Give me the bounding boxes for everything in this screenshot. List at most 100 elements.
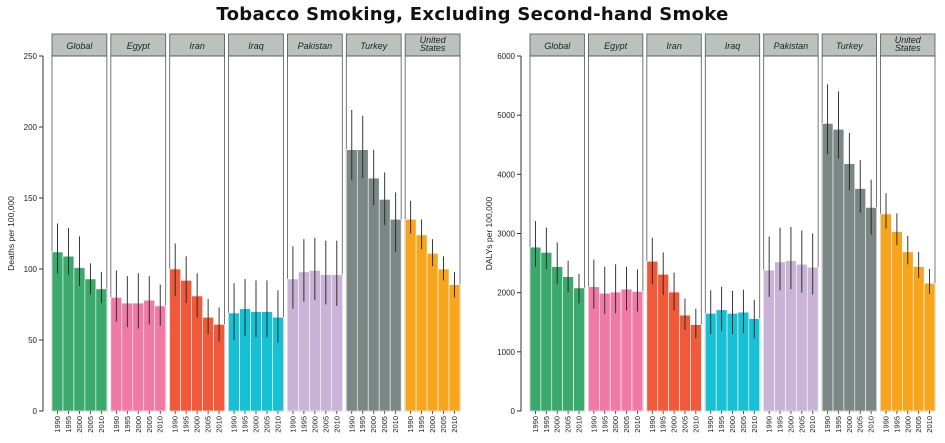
bar — [367, 177, 380, 412]
bar — [843, 163, 856, 412]
panel-egypt: Egypt 1990 1995 2000 2005 2010 — [110, 33, 167, 433]
x-tick-label: 2005 — [856, 416, 865, 433]
bar — [448, 284, 461, 412]
bar — [95, 288, 108, 412]
y-tick-label: 200 — [24, 123, 38, 132]
x-tick-label: 1990 — [230, 416, 239, 433]
x-tick-label: 1990 — [765, 416, 774, 433]
bar — [551, 266, 563, 412]
x-tick-label: 1990 — [882, 416, 891, 433]
panel-header-label: Egypt — [604, 41, 628, 51]
bar — [573, 287, 585, 412]
y-tick-label: 100 — [24, 265, 38, 274]
y-tick-label: 150 — [24, 194, 38, 203]
x-tick-label: 2010 — [574, 416, 583, 433]
x-tick-label: 1990 — [171, 416, 180, 433]
x-tick-label: 2005 — [564, 416, 573, 433]
x-tick-label: 2005 — [797, 416, 806, 433]
x-tick-label: 2010 — [867, 416, 876, 433]
bar — [891, 231, 903, 412]
panel-turkey: Turkey 1990 1995 2000 2005 2010 — [821, 33, 877, 433]
x-tick-label: 2010 — [156, 416, 165, 433]
y-tick-label: 6000 — [497, 52, 515, 61]
x-tick-label: 2005 — [680, 416, 689, 433]
chart-deaths: 0 50 100 150 200 250 Deaths per 100,000 Global 1… — [6, 33, 461, 433]
x-tick-label: 2010 — [633, 416, 642, 433]
x-tick-label: 1990 — [706, 416, 715, 433]
panel-turkey: Turkey 1990 1995 2000 2005 2010 — [345, 33, 402, 433]
x-tick-label: 1990 — [531, 416, 540, 433]
panel-iran: Iran 1990 1995 2000 2005 2010 — [169, 33, 225, 433]
y-tick-label: 5000 — [497, 111, 515, 120]
bar — [415, 234, 428, 412]
x-tick-label: 2005 — [380, 416, 389, 433]
x-tick-label: 2010 — [450, 416, 459, 433]
panel-header-label: Egypt — [127, 41, 151, 51]
x-tick-label: 2005 — [321, 416, 330, 433]
x-tick-label: 1990 — [648, 416, 657, 433]
x-tick-label: 1990 — [288, 416, 297, 433]
bar — [902, 251, 914, 412]
panel-pakistan: Pakistan 1990 1995 2000 2005 2010 — [763, 33, 819, 433]
x-tick-label: 1995 — [834, 416, 843, 433]
panel-header-label: Turkey — [836, 41, 863, 51]
x-tick-label: 2000 — [845, 416, 854, 433]
x-tick-label: 1990 — [347, 416, 356, 433]
x-tick-label: 1995 — [717, 416, 726, 433]
panel-header-label: Iran — [189, 41, 205, 51]
bar — [540, 252, 553, 412]
bar — [356, 149, 369, 412]
x-tick-label: 2005 — [145, 416, 154, 433]
panel-header-label: Pakistan — [298, 41, 333, 51]
x-tick-label: 2000 — [786, 416, 795, 433]
x-tick-label: 2000 — [134, 416, 143, 433]
panel-header-label: States — [895, 43, 921, 53]
y-tick-label: 0 — [511, 407, 516, 416]
panel-header-label: Iran — [666, 41, 682, 51]
y-tick-label: 50 — [28, 336, 37, 345]
chart-dalys: 0 1000 2000 3000 4000 5000 6000 DALYs per 100,0… — [484, 33, 936, 433]
bar — [912, 266, 925, 412]
x-tick-label: 2000 — [310, 416, 319, 433]
y-tick-label: 4000 — [497, 170, 515, 179]
x-tick-label: 2000 — [75, 416, 84, 433]
x-tick-label: 2010 — [750, 416, 759, 433]
x-tick-label: 1990 — [53, 416, 62, 433]
x-tick-label: 1995 — [299, 416, 308, 433]
panel-iraq: Iraq 1990 1995 2000 2005 2010 — [704, 33, 761, 433]
chart-title: Tobacco Smoking, Excluding Second-hand S… — [216, 4, 729, 25]
x-tick-label: 2000 — [670, 416, 679, 433]
y-axis-label: DALYs per 100,000 — [484, 196, 494, 270]
x-tick-label: 2010 — [925, 416, 934, 433]
x-tick-label: 2005 — [86, 416, 95, 433]
x-tick-label: 1995 — [892, 416, 901, 433]
panel-header-label: Pakistan — [774, 41, 809, 51]
bar — [437, 268, 450, 412]
x-tick-label: 2010 — [273, 416, 282, 433]
bar — [562, 276, 574, 412]
panel-header-label: Iraq — [725, 41, 741, 51]
panel-egypt: Egypt 1990 1995 2000 2005 2010 — [588, 33, 644, 433]
y-tick-label: 3000 — [497, 230, 515, 239]
panel-global: Global 1990 1995 2000 2005 2010 — [51, 33, 108, 433]
y-axis-label: Deaths per 100,000 — [6, 196, 16, 271]
x-tick-label: 2010 — [215, 416, 224, 433]
bar — [865, 207, 877, 412]
bar — [62, 255, 75, 412]
panel-header-label: Iraq — [248, 41, 264, 51]
panel-header-label: Turkey — [360, 41, 387, 51]
x-tick-label: 1995 — [358, 416, 367, 433]
x-tick-label: 1990 — [112, 416, 121, 433]
panel-header-label: United — [895, 35, 922, 45]
bar — [854, 188, 866, 412]
bar — [345, 149, 358, 412]
x-tick-label: 1995 — [600, 416, 609, 433]
bar — [73, 267, 86, 412]
panel-pakistan: Pakistan 1990 1995 2000 2005 2010 — [287, 33, 343, 433]
x-tick-label: 2005 — [739, 416, 748, 433]
x-tick-label: 2005 — [262, 416, 271, 433]
y-tick-label: 0 — [33, 407, 38, 416]
